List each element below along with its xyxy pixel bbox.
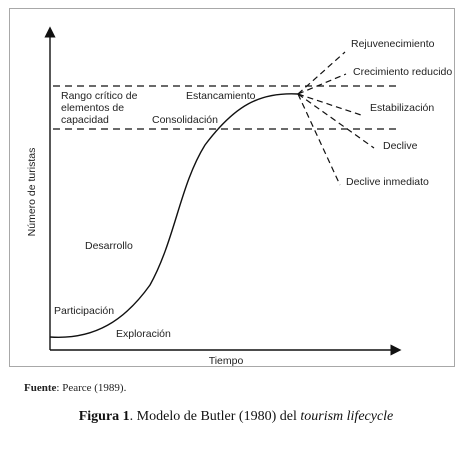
- figure-label: Figura 1: [78, 409, 130, 424]
- figure-frame: [9, 8, 455, 367]
- source-text: : Pearce (1989).: [56, 382, 127, 394]
- stage-participacion: Participación: [54, 305, 114, 317]
- lifecycle-curve: [49, 93, 299, 338]
- x-axis-label: Tiempo: [209, 355, 244, 367]
- caption-italic: tourism lifecycle: [300, 409, 394, 424]
- scenario-rejuvenecimiento: Rejuvenecimiento: [351, 38, 435, 50]
- branch-estabilizacion: [297, 93, 365, 117]
- branch-crecimiento-reducido: [297, 73, 347, 95]
- branch-declive-inmediato: [297, 93, 341, 186]
- capacity-label-line-2: elementos de: [61, 102, 124, 114]
- scenario-declive: Declive: [383, 140, 418, 152]
- capacity-label-line-3: capacidad: [61, 114, 109, 126]
- branch-declive: [297, 93, 375, 149]
- scenario-declive-inmediato: Declive inmediato: [346, 176, 429, 188]
- stage-desarrollo: Desarrollo: [85, 240, 133, 252]
- stage-consolidacion: Consolidación: [152, 114, 218, 126]
- branch-rejuvenecimiento: [297, 51, 346, 95]
- scenario-estabilizacion: Estabilización: [370, 102, 434, 114]
- y-axis-label: Número de turistas: [26, 148, 38, 237]
- scenario-crecimiento-reducido: Crecimiento reducido: [353, 66, 452, 78]
- stage-exploracion: Exploración: [116, 328, 171, 340]
- source-note: Fuente: Pearce (1989).: [24, 382, 126, 394]
- stage-estancamiento: Estancamiento: [186, 90, 256, 102]
- caption-text: . Modelo de Butler (1980) del: [129, 409, 301, 424]
- capacity-label-line-1: Rango crítico de: [61, 90, 138, 102]
- source-label: Fuente: [24, 382, 57, 394]
- figure-caption: Figura 1. Modelo de Butler (1980) del to…: [0, 409, 472, 425]
